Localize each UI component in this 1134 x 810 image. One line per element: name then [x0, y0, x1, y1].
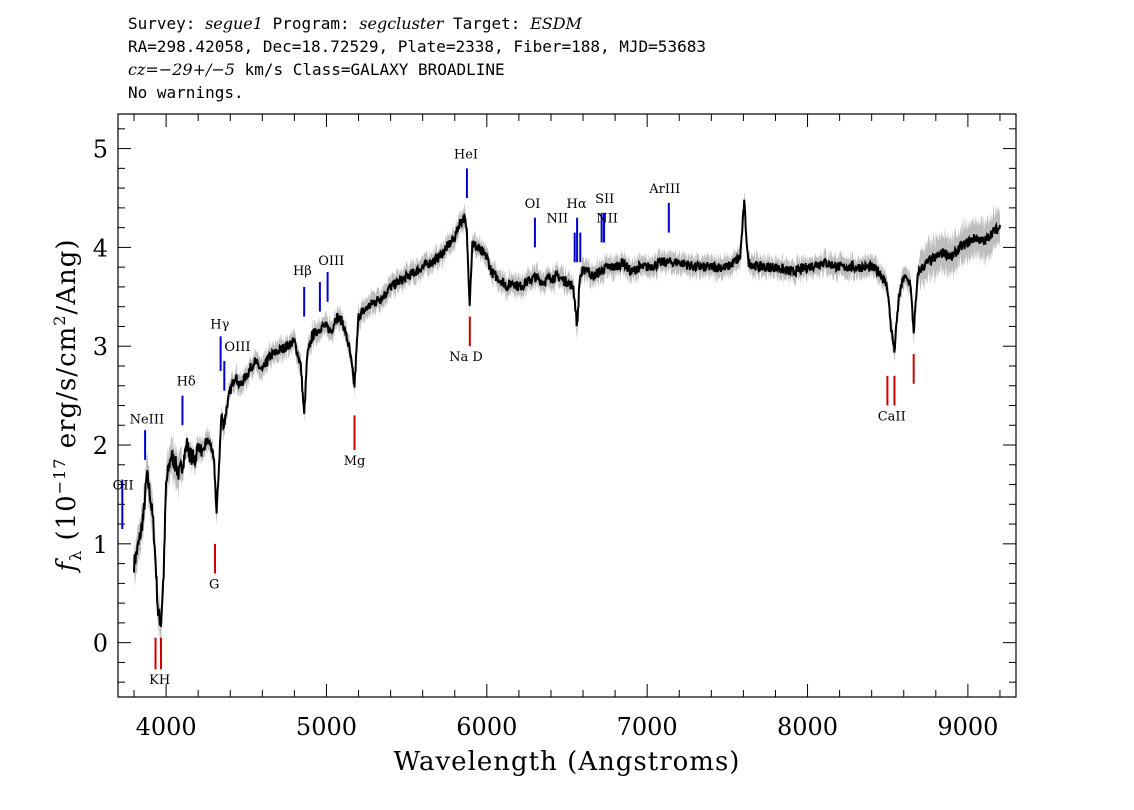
line-marker-label: Hα — [567, 197, 587, 212]
line-marker-label: Hβ — [293, 264, 312, 279]
line-marker-label: Hγ — [210, 317, 229, 332]
y-tick-label: 3 — [93, 333, 108, 361]
target-label: Target: — [453, 14, 521, 33]
x-tick-label: 9000 — [937, 713, 998, 741]
line-marker-label: KH — [149, 673, 170, 688]
survey-value: segue1 — [205, 14, 263, 33]
x-tick-label: 4000 — [136, 713, 197, 741]
line-marker-label: NeIII — [130, 412, 164, 427]
y-tick-label: 5 — [93, 136, 108, 164]
x-axis-label: Wavelength (Angstroms) — [394, 747, 741, 777]
line-marker-label: HeI — [454, 147, 478, 162]
line-marker-label: OI — [525, 197, 541, 212]
line-marker-label: OIII — [224, 340, 250, 355]
header-line-4: No warnings. — [128, 83, 244, 102]
axes: 4000 5000 6000 7000 8000 9000 0 1 2 3 4 5 — [93, 114, 1016, 741]
y-axis-label: fλ (10−17 erg/s/cm2/Ang) — [50, 238, 85, 573]
line-marker-label: CaII — [878, 409, 906, 424]
x-tick-label: 5000 — [296, 713, 357, 741]
cz-class-text: km/s Class=GALAXY BROADLINE — [234, 60, 505, 79]
series-0-line — [133, 199, 1001, 627]
line-marker-label: G — [209, 577, 219, 592]
line-marker-label: OII — [113, 478, 134, 493]
target-value: ESDM — [530, 14, 582, 33]
header-line-2: RA=298.42058, Dec=18.72529, Plate=2338, … — [128, 37, 706, 56]
x-tick-label: 6000 — [456, 713, 517, 741]
x-tick-label: 7000 — [617, 713, 678, 741]
y-tick-label: 0 — [93, 630, 108, 658]
x-tick-label: 8000 — [777, 713, 838, 741]
y-tick-label: 2 — [93, 432, 108, 460]
spectrum-header: Survey: segue1 Program: segcluster Targe… — [128, 12, 706, 104]
spectral-line-markers: OIINeIIIHδHγOIIIHβOIIIHeIOINIIHαNIISIIAr… — [113, 147, 915, 688]
survey-label: Survey: — [128, 14, 196, 33]
plot-area — [133, 192, 1001, 650]
line-marker-label: SII — [595, 192, 614, 207]
line-marker-label: NII — [596, 212, 618, 227]
y-tick-label: 1 — [93, 531, 108, 559]
line-marker-label: NII — [547, 212, 569, 227]
header-line-1: Survey: segue1 Program: segcluster Targe… — [128, 12, 706, 35]
line-marker-label: Mg — [344, 454, 366, 469]
cz-value: −29+/−5 — [158, 60, 235, 79]
line-marker-label: OIII — [318, 254, 344, 269]
y-tick-label: 4 — [93, 234, 108, 262]
program-value: segcluster — [359, 14, 444, 33]
program-label: Program: — [272, 14, 350, 33]
line-marker-label: Na D — [449, 350, 483, 365]
cz-label: cz= — [128, 60, 159, 79]
line-marker-label: Hδ — [177, 375, 196, 390]
line-marker-label: ArIII — [648, 182, 680, 197]
header-line-3: cz=−29+/−5 km/s Class=GALAXY BROADLINE — [128, 58, 706, 81]
